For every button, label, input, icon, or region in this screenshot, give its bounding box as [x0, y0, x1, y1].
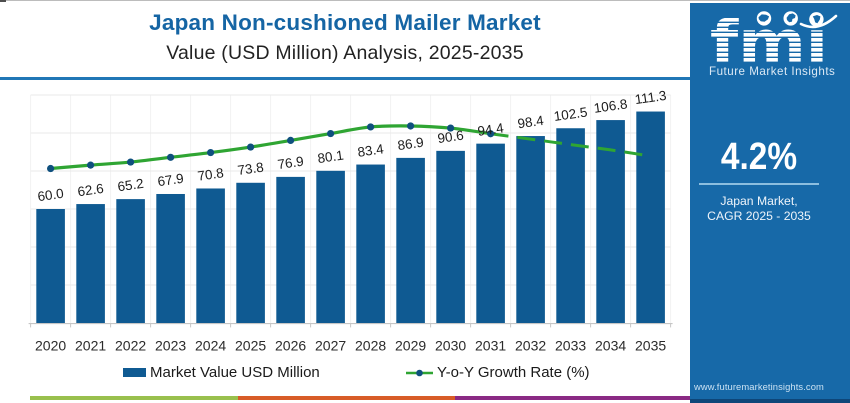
bar-2020: [36, 209, 65, 323]
bar-2034: [596, 120, 625, 323]
cagr-label-line2: CAGR 2025 - 2035: [707, 209, 811, 223]
year-label: 2021: [75, 338, 106, 354]
year-label: 2027: [315, 338, 346, 354]
bar-2025: [236, 182, 265, 323]
growth-line-marker: [487, 130, 495, 138]
year-label: 2032: [515, 338, 546, 354]
title-underline-rule: [0, 77, 690, 80]
bar-2029: [396, 157, 425, 323]
bar-value-label: 76.9: [277, 154, 305, 173]
bar-value-label: 60.0: [37, 186, 65, 205]
bar-2030: [436, 150, 465, 323]
legend-item-growth-rate: Y-o-Y Growth Rate (%): [406, 364, 590, 381]
growth-line-marker: [287, 136, 295, 145]
bar-value-label: 86.9: [397, 135, 425, 154]
bar-value-label: 94.4: [477, 120, 506, 139]
fmi-logo-tagline: Future Market Insights: [709, 65, 835, 78]
growth-line-marker: [327, 129, 335, 138]
growth-rate-line: [47, 122, 651, 173]
year-label: 2025: [235, 338, 266, 354]
footer-stripe-green: [30, 395, 238, 400]
top-left-artifact: [0, 0, 6, 2]
footer-stripe-purple: [455, 395, 690, 400]
bar-2023: [156, 193, 185, 323]
sidebar-bottom-band: [690, 398, 850, 403]
year-label: 2029: [395, 338, 426, 354]
legend-item-market-value: Market Value USD Million: [123, 364, 320, 381]
legend-line-marker-dot: [416, 369, 423, 376]
year-label: 2030: [435, 338, 466, 354]
bar-2027: [316, 170, 345, 323]
bar-value-label: 67.9: [157, 171, 185, 190]
cagr-value: 4.2%: [720, 136, 798, 178]
bar-2032: [516, 136, 545, 323]
legend-bar-swatch: [123, 367, 146, 378]
bar-value-label: 70.8: [197, 165, 225, 184]
bar-2024: [196, 188, 225, 323]
growth-line-marker: [247, 143, 255, 151]
growth-line-marker: [167, 153, 175, 161]
bar-value-label: 111.3: [634, 88, 668, 107]
bar-2028: [356, 164, 385, 323]
bar-value-label: 80.1: [317, 148, 345, 167]
fmi-logo-globe-icons: [756, 11, 838, 29]
bar-value-label: 106.8: [593, 96, 629, 116]
bar-value-label: 73.8: [237, 160, 265, 179]
growth-line-marker: [207, 148, 215, 157]
bar-2021: [76, 204, 105, 323]
fmi-logo: fmı Future Market Insights: [709, 8, 838, 78]
x-axis-year-labels: 2020 2021 2022 2023 2024 2025 2026 2027 2028 2029…: [35, 338, 666, 354]
website-url: www.futuremarketinsights.com: [694, 380, 824, 392]
chart-title: Japan Non-cushioned Mailer Market: [149, 10, 541, 35]
year-label: 2023: [155, 338, 186, 354]
logo-swoosh: [799, 14, 838, 29]
bar-line-chart: 60.0 62.6 65.2 67.9 70.8 73.8 76.9 80.1 83.4 86.9…: [28, 88, 673, 354]
bar-2035: [636, 111, 665, 323]
legend-line-label: Y-o-Y Growth Rate (%): [437, 364, 590, 381]
page-top-border: [0, 0, 850, 1]
growth-line-marker: [447, 124, 455, 132]
bar-2031: [476, 143, 505, 323]
chart-bars: [36, 111, 665, 323]
year-label: 2035: [635, 338, 666, 354]
cagr-label: Japan Market, CAGR 2025 - 2035: [694, 194, 824, 224]
bar-2022: [116, 199, 145, 323]
bar-value-label: 102.5: [553, 104, 589, 124]
growth-line-marker: [127, 158, 135, 166]
europe-map-icon: [786, 13, 796, 23]
year-label: 2026: [275, 338, 306, 354]
north-america-map-icon: [758, 14, 770, 22]
bar-value-labels: 60.0 62.6 65.2 67.9 70.8 73.8 76.9 80.1 83.4 86.9…: [37, 88, 668, 204]
year-label: 2033: [555, 338, 586, 354]
year-label: 2020: [35, 338, 66, 354]
bar-value-label: 90.6: [437, 128, 465, 147]
footer-stripe-orange: [238, 395, 455, 400]
bar-value-label: 83.4: [357, 141, 386, 160]
bar-2026: [276, 176, 305, 323]
cagr-separator-line: [699, 182, 819, 185]
year-label: 2034: [595, 338, 626, 354]
year-label: 2031: [475, 338, 506, 354]
legend-line-swatch: [406, 369, 433, 376]
brand-sidebar: fmı Future Market Insights 4.2% Japan Ma…: [690, 3, 850, 403]
legend-bar-label: Market Value USD Million: [150, 364, 320, 381]
year-label: 2022: [115, 338, 146, 354]
chart-subtitle: Value (USD Million) Analysis, 2025-2035: [166, 41, 524, 64]
growth-line-marker: [407, 122, 415, 130]
growth-line-marker: [47, 164, 55, 173]
growth-line-marker: [87, 161, 95, 169]
growth-line-marker: [367, 123, 375, 131]
bar-value-label: 62.6: [77, 181, 105, 200]
south-america-map-icon: [812, 15, 821, 24]
growth-line-dashed: [490, 132, 651, 158]
bar-value-label: 65.2: [117, 176, 145, 195]
cagr-label-line1: Japan Market,: [720, 194, 798, 208]
bar-value-label: 98.4: [517, 113, 546, 132]
bar-2033: [556, 128, 585, 323]
year-label: 2024: [195, 338, 226, 354]
year-label: 2028: [355, 338, 386, 354]
